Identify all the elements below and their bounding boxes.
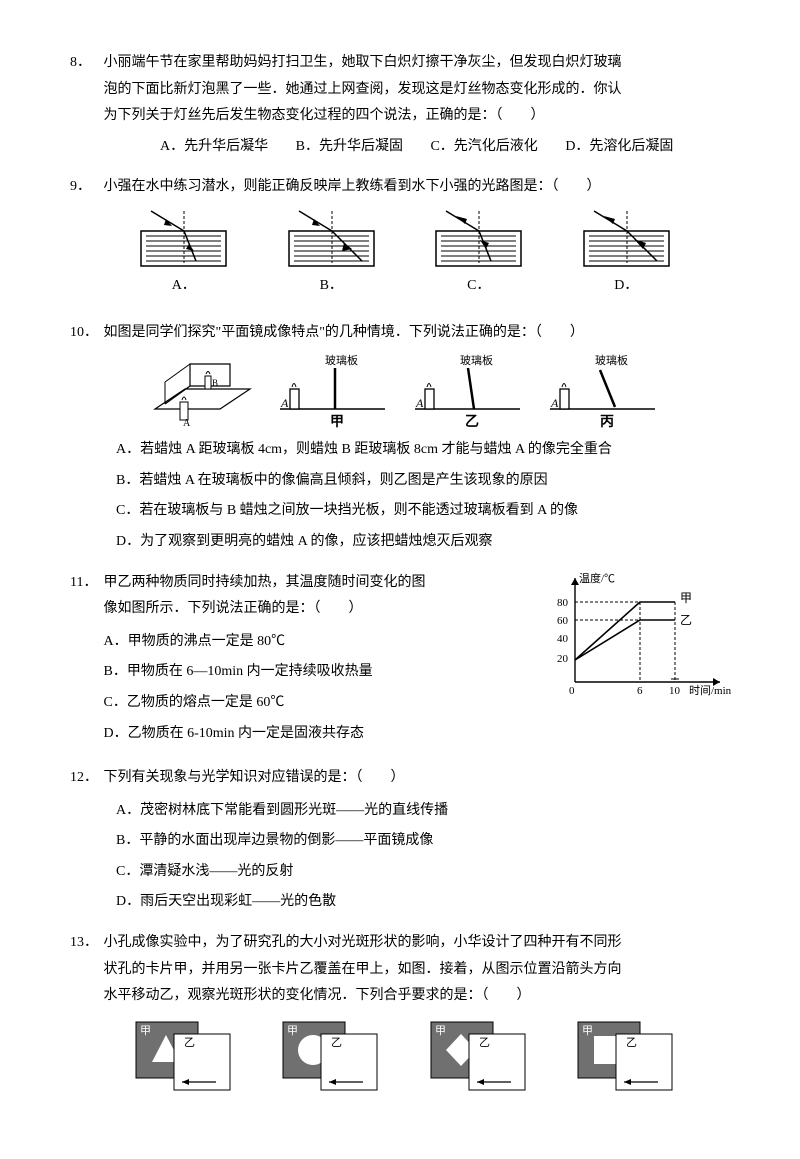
q8-optC: C．先汽化后液化: [430, 134, 537, 161]
svg-text:0: 0: [569, 685, 575, 697]
svg-text:A: A: [183, 418, 191, 429]
svg-text:乙: 乙: [331, 1036, 342, 1049]
svg-text:乙: 乙: [184, 1036, 195, 1049]
question-11: 11． 甲乙两种物质同时持续加热，其温度随时间变化的图 像如图所示．下列说法正确…: [70, 570, 730, 752]
svg-text:甲: 甲: [287, 1025, 298, 1037]
svg-text:玻璃板: 玻璃板: [595, 354, 628, 367]
q10-panel-yi: 玻璃板 A 乙: [410, 354, 525, 429]
q12-optC: C．潭清疑水浅——光的反射: [116, 859, 730, 886]
svg-text:温度/℃: 温度/℃: [579, 571, 615, 585]
q9-diagrams: [70, 201, 730, 273]
q10-optB: B．若蜡烛 A 在玻璃板中的像偏高且倾斜，则乙图是产生该现象的原因: [116, 468, 730, 495]
q10-num: 10．: [70, 320, 100, 347]
q11-optB: B．甲物质在 6—10min 内一定持续吸收热量: [104, 659, 534, 686]
svg-text:玻璃板: 玻璃板: [460, 354, 493, 367]
svg-text:10: 10: [669, 685, 681, 697]
q10-options: A．若蜡烛 A 距玻璃板 4cm，则蜡烛 B 距玻璃板 8cm 才能与蜡烛 A …: [70, 437, 730, 555]
q11-body: 甲乙两种物质同时持续加热，其温度随时间变化的图 像如图所示．下列说法正确的是：（…: [104, 570, 534, 752]
q12-optA: A．茂密树林底下常能看到圆形光斑——光的直线传播: [116, 798, 730, 825]
q12-num: 12．: [70, 765, 100, 792]
q8-optB: B．先升华后凝固: [296, 134, 403, 161]
q13-card-circle: 甲 乙: [281, 1020, 381, 1095]
q13-line1: 小孔成像实验中，为了研究孔的大小对光斑形状的影响，小华设计了四种开有不同形: [104, 935, 622, 950]
q8-line1: 小丽端午节在家里帮助妈妈打扫卫生，她取下白炽灯擦干净灰尘，但发现白炽灯玻璃: [104, 55, 622, 70]
svg-text:B: B: [212, 378, 218, 388]
q9-diagram-d: [579, 209, 674, 271]
svg-text:80: 80: [557, 597, 569, 609]
svg-text:A: A: [550, 396, 559, 410]
svg-text:甲: 甲: [140, 1025, 151, 1037]
svg-text:A: A: [280, 396, 289, 410]
q13-line3: 水平移动乙，观察光斑形状的变化情况．下列合乎要求的是：（ ）: [104, 988, 531, 1003]
q13-body: 小孔成像实验中，为了研究孔的大小对光斑形状的影响，小华设计了四种开有不同形 状孔…: [104, 930, 724, 1010]
q9-labC: C．: [434, 273, 524, 300]
q9-text: 小强在水中练习潜水，则能正确反映岸上教练看到水下小强的光路图是：（ ）: [104, 174, 724, 201]
q9-labD: D．: [581, 273, 671, 300]
q13-num: 13．: [70, 930, 100, 957]
q10-optC: C．若在玻璃板与 B 蜡烛之间放一块挡光板，则不能透过玻璃板看到 A 的像: [116, 498, 730, 525]
q11-optC: C．乙物质的熔点一定是 60℃: [104, 690, 534, 717]
svg-text:甲: 甲: [435, 1025, 446, 1037]
svg-text:乙: 乙: [479, 1036, 490, 1049]
svg-text:20: 20: [557, 653, 569, 665]
q11-line1: 甲乙两种物质同时持续加热，其温度随时间变化的图: [104, 575, 426, 590]
q12-options: A．茂密树林底下常能看到圆形光斑——光的直线传播 B．平静的水面出现岸边景物的倒…: [70, 798, 730, 916]
q11-num: 11．: [70, 570, 100, 597]
question-10: 10． 如图是同学们探究"平面镜成像特点"的几种情境．下列说法正确的是：（ ） …: [70, 320, 730, 556]
q13-card-diamond: 甲 乙: [429, 1020, 529, 1095]
q11-optA: A．甲物质的沸点一定是 80℃: [104, 629, 534, 656]
q10-panel-bing: 玻璃板 A 丙: [545, 354, 660, 429]
svg-text:时间/min: 时间/min: [689, 684, 732, 697]
svg-text:乙: 乙: [680, 613, 692, 627]
q10-diagrams: A B 玻璃板 A 甲 玻璃板 A 乙 玻璃板: [70, 346, 730, 431]
svg-text:60: 60: [557, 615, 569, 627]
q8-line3: 为下列关于灯丝先后发生物态变化过程的四个说法，正确的是：（ ）: [104, 108, 545, 123]
q8-num: 8．: [70, 50, 100, 77]
svg-text:6: 6: [637, 685, 643, 697]
svg-text:乙: 乙: [626, 1036, 637, 1049]
q13-card-square: 甲 乙: [576, 1020, 676, 1095]
q9-labels: A． B． C． D．: [70, 273, 730, 306]
q10-optD: D．为了观察到更明亮的蜡烛 A 的像，应该把蜡烛熄灭后观察: [116, 529, 730, 556]
q10-setup-icon: A B: [150, 354, 255, 429]
q9-diagram-c: [431, 209, 526, 271]
q11-options: A．甲物质的沸点一定是 80℃ B．甲物质在 6—10min 内一定持续吸收热量…: [104, 629, 534, 747]
svg-text:乙: 乙: [465, 414, 479, 429]
question-9: 9． 小强在水中练习潜水，则能正确反映岸上教练看到水下小强的光路图是：（ ）: [70, 174, 730, 305]
q11-optD: D．乙物质在 6-10min 内一定是固液共存态: [104, 721, 534, 748]
svg-text:丙: 丙: [600, 414, 614, 429]
svg-text:甲: 甲: [330, 414, 344, 429]
q10-optA: A．若蜡烛 A 距玻璃板 4cm，则蜡烛 B 距玻璃板 8cm 才能与蜡烛 A …: [116, 437, 730, 464]
q10-text: 如图是同学们探究"平面镜成像特点"的几种情境．下列说法正确的是：（ ）: [104, 320, 724, 347]
question-12: 12． 下列有关现象与光学知识对应错误的是：（ ） A．茂密树林底下常能看到圆形…: [70, 765, 730, 916]
q9-diagram-a: [136, 209, 231, 271]
svg-text:甲: 甲: [680, 591, 692, 605]
q8-options: A．先升华后凝华 B．先升华后凝固 C．先汽化后液化 D．先溶化后凝固: [70, 134, 730, 161]
q9-num: 9．: [70, 174, 100, 201]
q8-body: 小丽端午节在家里帮助妈妈打扫卫生，她取下白炽灯擦干净灰尘，但发现白炽灯玻璃 泡的…: [104, 50, 724, 130]
question-13: 13． 小孔成像实验中，为了研究孔的大小对光斑形状的影响，小华设计了四种开有不同…: [70, 930, 730, 1105]
q9-labA: A．: [139, 273, 229, 300]
svg-text:甲: 甲: [582, 1025, 593, 1037]
q13-card-triangle: 甲 乙: [134, 1020, 234, 1095]
q12-optB: B．平静的水面出现岸边景物的倒影——平面镜成像: [116, 828, 730, 855]
svg-text:玻璃板: 玻璃板: [325, 354, 358, 367]
q13-diagrams: 甲 乙 甲 乙 甲 乙 甲 乙: [70, 1010, 730, 1105]
q9-labB: B．: [286, 273, 376, 300]
svg-text:40: 40: [557, 633, 569, 645]
q13-line2: 状孔的卡片甲，并用另一张卡片乙覆盖在甲上，如图．接着，从图示位置沿箭头方向: [104, 962, 622, 977]
q12-text: 下列有关现象与光学知识对应错误的是：（ ）: [104, 765, 724, 792]
q9-diagram-b: [284, 209, 379, 271]
question-8: 8． 小丽端午节在家里帮助妈妈打扫卫生，她取下白炽灯擦干净灰尘，但发现白炽灯玻璃…: [70, 50, 730, 160]
q11-chart: 温度/℃ 时间/min 80 60 40 20 0 6 10 甲 乙: [545, 570, 740, 700]
q8-optD: D．先溶化后凝固: [565, 134, 673, 161]
q10-panel-jia: 玻璃板 A 甲: [275, 354, 390, 429]
q8-optA: A．先升华后凝华: [160, 134, 268, 161]
q11-line2: 像如图所示．下列说法正确的是：（ ）: [104, 601, 363, 616]
q12-optD: D．雨后天空出现彩虹——光的色散: [116, 889, 730, 916]
q8-line2: 泡的下面比新灯泡黑了一些．她通过上网查阅，发现这是灯丝物态变化形成的．你认: [104, 82, 622, 97]
svg-text:A: A: [415, 396, 424, 410]
